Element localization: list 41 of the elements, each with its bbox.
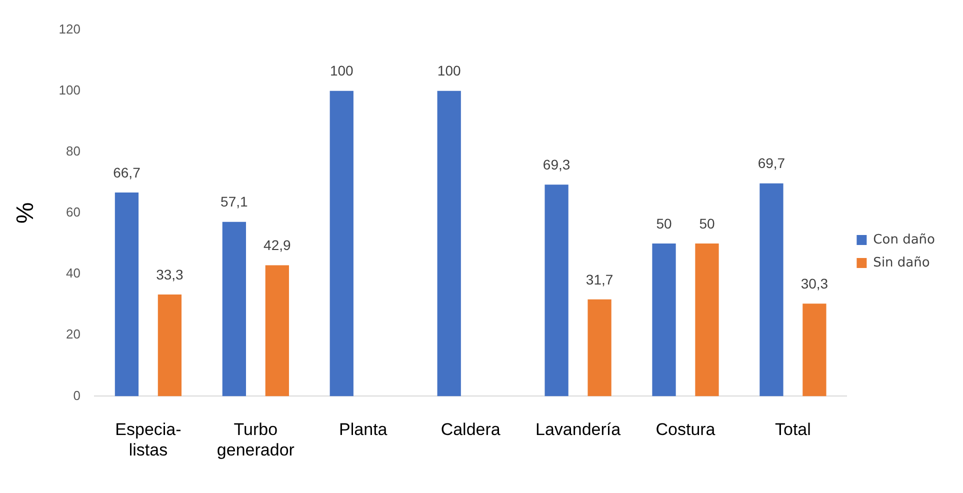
data-label: 66,7	[113, 164, 141, 180]
bar	[437, 90, 461, 396]
y-tick-label: 40	[66, 266, 80, 281]
y-tick-label: 120	[58, 21, 80, 36]
bar	[330, 90, 354, 396]
y-tick-label: 80	[66, 144, 80, 159]
y-axis-title: %	[12, 202, 40, 224]
bar	[588, 299, 612, 396]
bar	[802, 304, 826, 396]
legend-label: Sin daño	[873, 255, 930, 270]
y-tick-label: 100	[58, 82, 80, 98]
x-tick-label: Caldera	[440, 420, 501, 440]
x-tick-label: Especia- listas	[115, 420, 182, 460]
x-tick-label: Planta	[339, 420, 388, 440]
data-label: 42,9	[264, 237, 292, 254]
data-label: 100	[330, 62, 354, 79]
data-label: 69,7	[758, 155, 786, 172]
data-label: 69,3	[542, 156, 570, 172]
y-tick-label: 0	[73, 388, 80, 403]
data-label: 30,3	[800, 276, 828, 292]
bar	[222, 222, 246, 396]
bar	[695, 244, 719, 396]
x-tick-label: Lavandería	[536, 420, 622, 440]
data-label: 31,7	[586, 271, 614, 288]
bar	[652, 244, 676, 396]
data-label: 50	[699, 215, 715, 232]
bar	[158, 294, 182, 396]
bar	[114, 192, 139, 396]
x-tick-label: Total	[774, 420, 811, 440]
bar	[760, 183, 784, 396]
data-label: 57,1	[220, 194, 248, 210]
x-tick-label: Turbo generador	[216, 420, 295, 460]
y-tick-label: 20	[66, 326, 80, 342]
data-label: 33,3	[156, 266, 184, 282]
legend-label: Con daño	[873, 232, 936, 248]
data-label: 50	[656, 215, 672, 232]
data-label: 100	[437, 62, 461, 79]
y-tick-label: 60	[66, 204, 80, 220]
bar	[544, 184, 568, 396]
x-tick-label: Costura	[656, 420, 716, 440]
bar	[265, 265, 289, 396]
